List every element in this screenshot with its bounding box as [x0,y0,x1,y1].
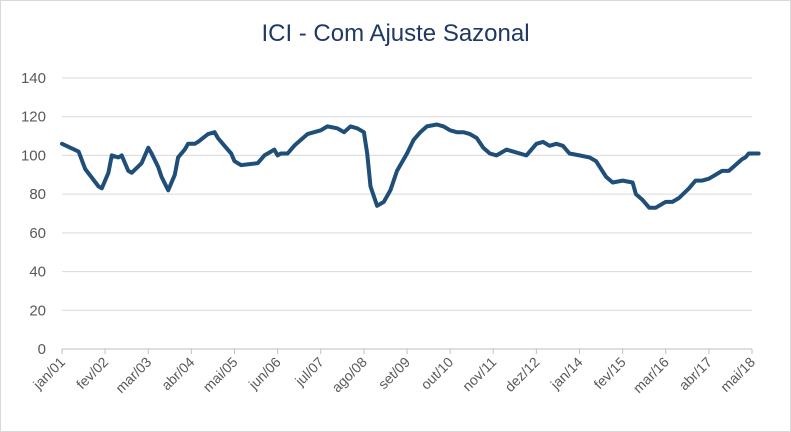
x-tick-label: abr/17 [676,354,716,394]
x-tick-label: jul/07 [291,354,327,390]
x-tick-label: jan/01 [29,354,68,393]
x-tick-label: abr/04 [158,354,198,394]
x-tick-label: nov/11 [459,354,499,394]
x-tick-label: fev/02 [73,354,111,392]
y-tick-label: 140 [21,70,46,87]
series-layer [60,122,761,210]
x-tick-label: jun/06 [245,354,284,393]
x-tick-label: mar/16 [630,354,672,396]
x-tick-label: mai/05 [200,354,241,395]
x-axis-ticks: jan/01 fev/02 mar/03 abr/04 mai/05 jun/06 jul/… [29,354,758,396]
x-axis [61,348,753,354]
x-tick-label: jan/14 [547,354,586,393]
y-tick-label: 60 [29,225,46,242]
y-axis-ticks: 0 20 40 60 80 100 120 140 [21,70,46,358]
x-tick-label: mar/03 [112,354,154,396]
series-line [60,122,761,210]
y-tick-label: 0 [38,341,46,358]
x-tick-label: fev/15 [590,354,628,392]
y-tick-label: 120 [21,109,46,126]
x-tick-label: ago/08 [328,354,370,396]
x-tick-label: mai/18 [717,354,758,395]
y-tick-label: 40 [29,264,46,281]
y-tick-label: 80 [29,186,46,203]
x-tick-label: set/09 [375,354,413,392]
chart-title: ICI - Com Ajuste Sazonal [261,20,530,47]
x-tick-label: out/10 [417,354,456,393]
y-tick-label: 20 [29,302,46,319]
gridlines [62,77,752,311]
x-tick-label: dez/12 [501,354,542,395]
y-tick-label: 100 [21,147,46,164]
